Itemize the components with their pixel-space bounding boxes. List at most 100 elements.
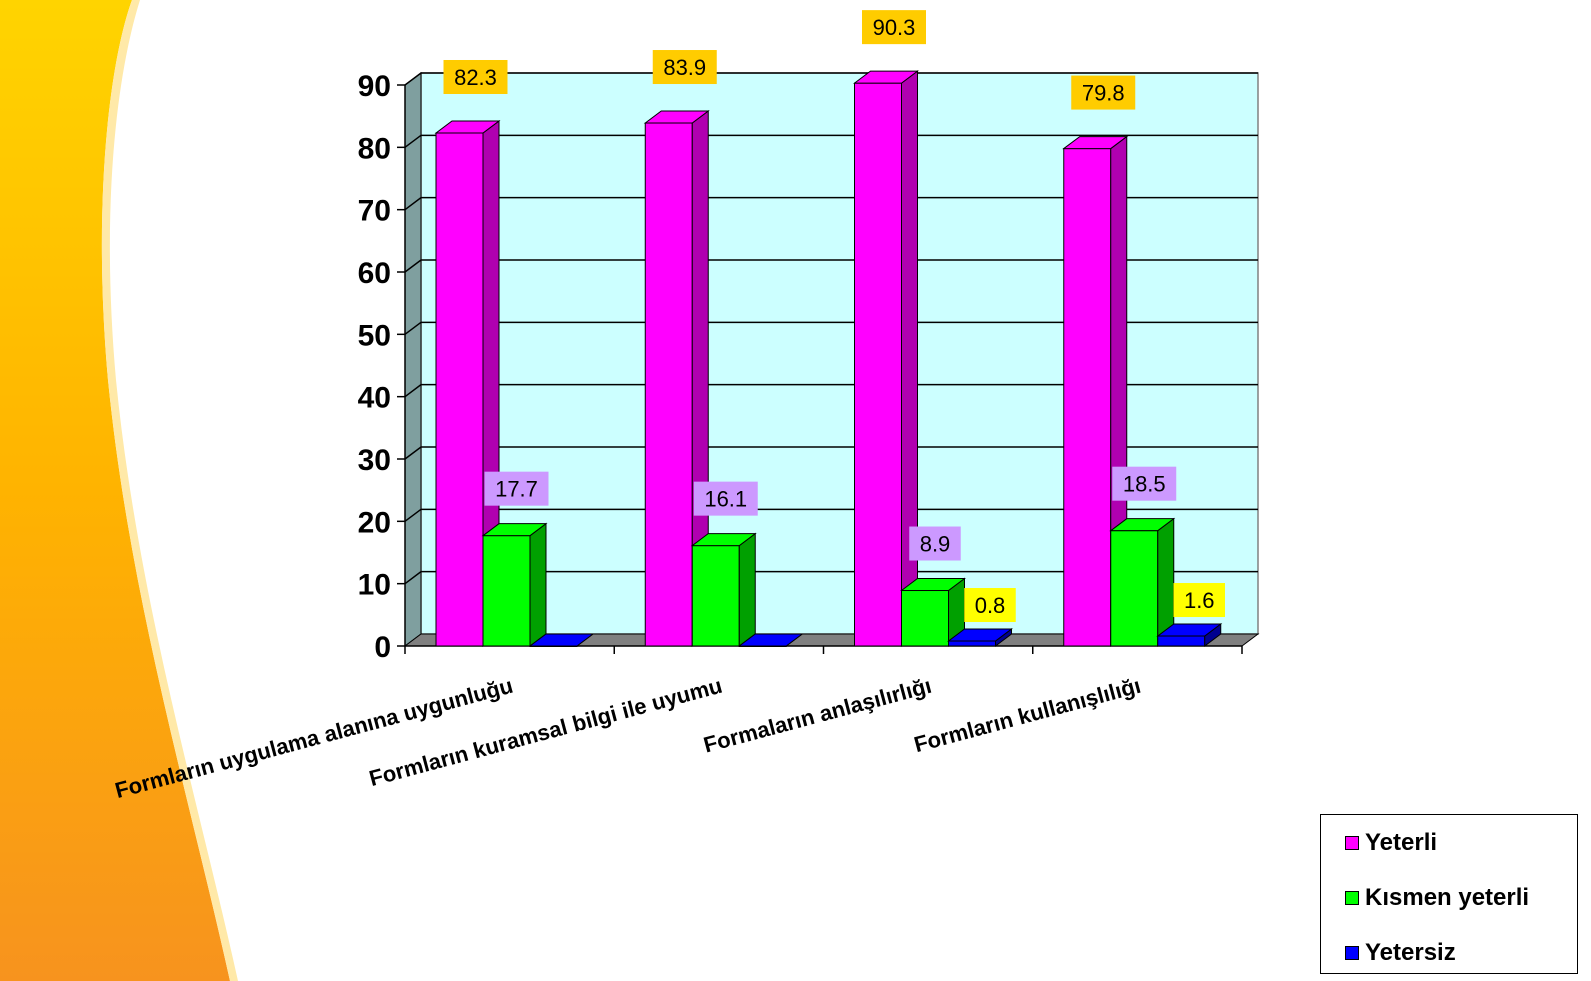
bar-front: [691, 545, 740, 647]
legend-label-kismen-yeterli: Kısmen yeterli: [1365, 884, 1530, 911]
bar-top: [737, 633, 804, 647]
data-label-3-4: 1.6: [1173, 583, 1225, 618]
gridline: [404, 259, 1258, 273]
bar-side: [529, 522, 547, 647]
data-label-1-2: 83.9: [652, 50, 717, 85]
data-label-box: [443, 59, 508, 94]
legend-item-kismen-yeterli: Kısmen yeterli: [1345, 884, 1529, 912]
gridline: [404, 446, 1258, 460]
y-tick-label: 70: [358, 195, 391, 228]
bar-2-2: [690, 532, 757, 647]
gridline: [404, 570, 1258, 585]
background-swoosh: [0, 0, 238, 981]
data-labels: 82.3 83.9 90.3 79.8 17.7 16.1 8.9 18.5 0.8 1.6: [443, 10, 1225, 623]
y-tick-label: 40: [358, 382, 391, 415]
data-label-2-4: 18.5: [1112, 466, 1177, 501]
bar-top: [1109, 518, 1176, 532]
bar-front: [1063, 148, 1112, 647]
data-label-2-1: 17.7: [484, 471, 549, 506]
bar-top: [528, 633, 595, 647]
data-label-value: 18.5: [1123, 472, 1166, 497]
data-label-box: [484, 471, 549, 506]
gridline: [404, 508, 1258, 522]
bar-front: [1157, 635, 1206, 647]
bar-front: [644, 122, 693, 647]
gridline: [404, 196, 1258, 211]
y-tick-label: 90: [358, 70, 391, 103]
y-axis: 0 10 20 30 40 50 60 70 80 90: [358, 70, 406, 664]
bar-front: [482, 535, 531, 647]
bar-top: [1156, 623, 1223, 637]
bar-top: [853, 70, 919, 84]
bar-front: [435, 132, 484, 647]
bar-3-4: [1156, 623, 1223, 647]
x-axis: Formların uygulama alanına uygunluğuForm…: [112, 645, 1243, 803]
bar-1-4: [1062, 135, 1129, 647]
bar-3-1: [528, 633, 595, 647]
legend-item-yeterli: Yeterli: [1345, 829, 1437, 857]
y-tick-label: 20: [358, 506, 391, 539]
side-wall: [404, 72, 422, 647]
data-label-value: 1.6: [1184, 588, 1215, 613]
bar-front: [901, 590, 949, 647]
data-label-1-4: 79.8: [1071, 75, 1136, 110]
data-label-value: 0.8: [975, 593, 1006, 618]
y-tick-label: 10: [358, 569, 391, 602]
data-label-value: 16.1: [704, 487, 747, 512]
legend-swatch-yeterli: [1345, 836, 1359, 850]
bar-top: [643, 110, 710, 124]
bar-1-3: [853, 70, 919, 647]
data-label-value: 90.3: [873, 15, 916, 40]
data-label-value: 17.7: [495, 477, 538, 502]
legend-swatch-kismen-yeterli: [1345, 891, 1359, 905]
bar-3-2: [737, 633, 804, 647]
legend-label-yeterli: Yeterli: [1365, 829, 1438, 856]
bar-top: [900, 578, 966, 592]
data-label-value: 79.8: [1082, 81, 1125, 106]
bar-top: [481, 523, 548, 537]
gridline: [404, 134, 1258, 148]
data-label-3-3: 0.8: [964, 588, 1016, 623]
bar-top: [1062, 136, 1129, 150]
legend: Yeterli Kısmen yeterli Yetersiz: [1320, 814, 1578, 974]
data-label-box: [909, 526, 961, 561]
bar-front: [1110, 530, 1159, 647]
legend-label-yetersiz: Yetersiz: [1365, 939, 1456, 966]
data-label-value: 83.9: [663, 55, 706, 80]
gridline: [404, 321, 1258, 335]
bar-front: [948, 640, 996, 647]
data-label-1-3: 90.3: [862, 10, 926, 45]
bar-1-1: [434, 119, 501, 647]
gridline: [404, 72, 1258, 86]
bar-top: [434, 120, 501, 134]
data-label-box: [652, 50, 717, 85]
y-tick-label: 30: [358, 444, 391, 477]
data-label-box: [964, 588, 1016, 623]
data-label-2-2: 16.1: [693, 481, 758, 516]
data-label-value: 8.9: [920, 532, 951, 557]
legend-swatch-yetersiz: [1345, 946, 1359, 960]
gridline: [404, 383, 1258, 398]
y-tick-label: 50: [358, 319, 391, 352]
data-label-box: [1071, 75, 1136, 110]
data-label-box: [693, 481, 758, 516]
data-label-2-3: 8.9: [909, 526, 961, 561]
bar-2-1: [481, 522, 548, 647]
bar-top: [690, 533, 757, 547]
data-label-box: [1173, 583, 1225, 618]
y-tick-label: 0: [374, 631, 391, 664]
x-category-label: Formların kuramsal bilgi ile uyumu: [366, 673, 724, 791]
x-category-label: Formaların anlaşılırlığı: [701, 673, 934, 758]
data-label-value: 82.3: [454, 65, 497, 90]
y-tick-label: 80: [358, 132, 391, 165]
plot-area: [403, 72, 1260, 647]
bar-side: [738, 532, 756, 647]
bar-front: [854, 82, 902, 647]
bar-2-4: [1109, 517, 1176, 647]
bar-3-3: [947, 628, 1013, 647]
data-label-1-1: 82.3: [443, 59, 508, 94]
bar-top: [947, 628, 1013, 642]
gridlines: [404, 72, 1258, 585]
data-label-box: [862, 10, 926, 45]
